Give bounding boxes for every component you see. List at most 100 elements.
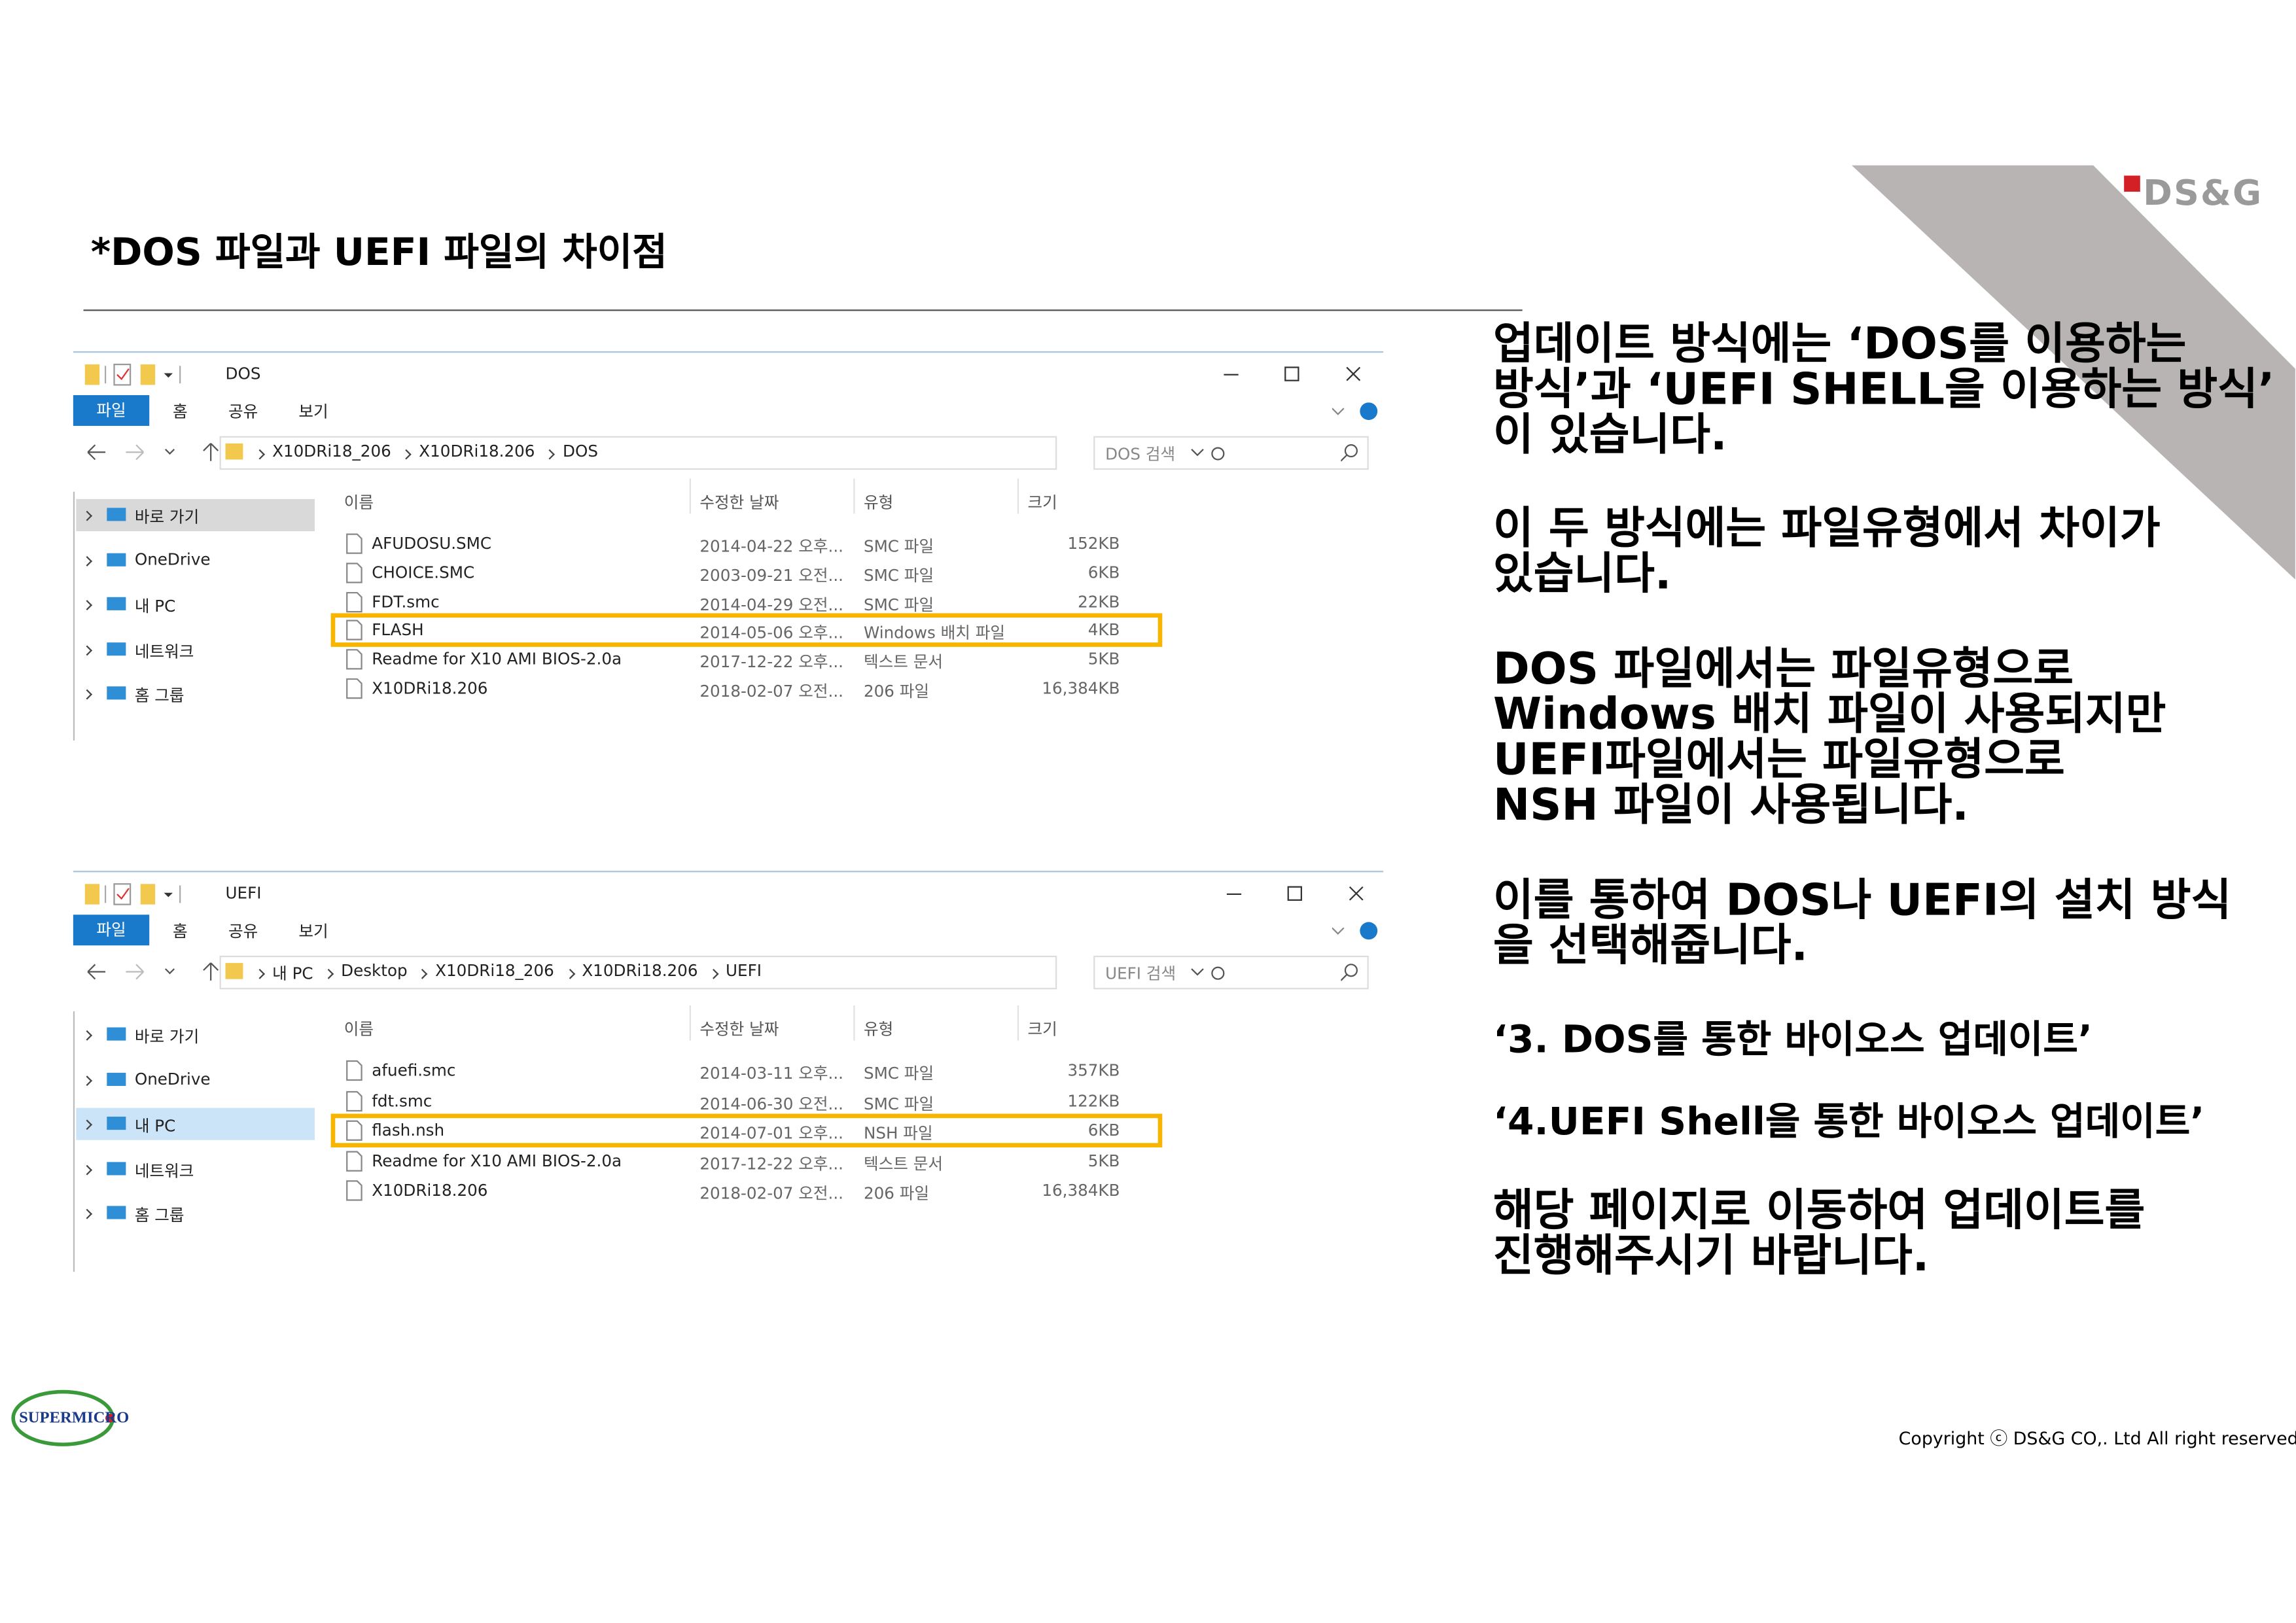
cell-size: 152KB <box>1067 534 1120 553</box>
icon <box>1224 366 1361 381</box>
ribbon-tab: 보기 <box>298 922 328 941</box>
icon <box>225 443 1225 461</box>
icon <box>225 963 1225 980</box>
text-line: 이 두 방식에는 파일유형에서 차이가 <box>1492 503 2161 555</box>
nav-chevron <box>82 600 93 610</box>
highlight-box <box>330 1113 1163 1148</box>
column-header: 수정한 날짜 <box>699 493 779 513</box>
cell: 2003-09-21 오전... <box>699 566 843 585</box>
column-header: 유형 <box>863 493 894 513</box>
window-title: UEFI <box>225 884 262 903</box>
paragraph: 이 두 방식에는 파일유형에서 차이가 있습니다. <box>1493 506 2161 597</box>
text-line: 업데이트 방식에는 ‘DOS를 이용하는 <box>1492 319 2187 371</box>
cell: FDT.smc <box>372 592 440 612</box>
text-line: ‘4.UEFI Shell을 통한 바이오스 업데이트’ <box>1492 1100 2205 1145</box>
cell: FLASH <box>372 621 424 640</box>
cell: 2014-05-06 오후... <box>699 623 843 644</box>
text-line: DOS 파일에서는 파일유형으로 <box>1492 644 2074 695</box>
cell-size: 122KB <box>1067 1091 1120 1111</box>
text-line: 방식’과 ‘UEFI SHELL을 이용하는 방식’ <box>1492 364 2275 416</box>
ribbon-tab: 파일 <box>73 915 150 946</box>
cell-size: 16,384KB <box>1042 1181 1120 1201</box>
cell: 206 파일 <box>863 682 930 701</box>
nav-chevron <box>82 689 93 700</box>
brand: SUPERMICRO <box>19 1409 130 1427</box>
cell: Readme for X10 AMI BIOS-2.0a <box>372 1151 622 1171</box>
icon <box>107 642 126 655</box>
icon <box>346 591 362 612</box>
cell: NSH 파일 <box>863 1124 933 1143</box>
icon <box>84 883 181 905</box>
icon <box>107 1072 126 1085</box>
nav-chevron <box>82 644 93 655</box>
cell: 2017-12-22 오후... <box>699 1154 843 1174</box>
cell: SMC 파일 <box>863 1094 934 1113</box>
search-placeholder: UEFI 검색 <box>1105 964 1176 984</box>
search-box <box>1093 955 1369 990</box>
cell: SMC 파일 <box>863 595 934 614</box>
cell: AFUDOSU.SMC <box>372 534 492 553</box>
search-placeholder: DOS 검색 <box>1105 445 1176 464</box>
ribbon-tab: 파일 <box>73 395 150 427</box>
paragraph: 해당 페이지로 이동하여 업데이트를 진행해주시기 바랍니다. <box>1493 1189 2145 1280</box>
paragraph: 이를 통하여 DOS나 UEFI의 설치 방식 을 선택해줍니다. <box>1493 878 2231 969</box>
paragraph: DOS 파일에서는 파일유형으로 Windows 배치 파일이 사용되지만 UEFI… <box>1493 647 2166 828</box>
cell-size: 6KB <box>1087 563 1120 582</box>
nav-item: 네트워크 <box>134 642 194 661</box>
column-header: 크기 <box>1027 1020 1057 1039</box>
address-box <box>219 955 1057 990</box>
brand-dot <box>105 1414 115 1423</box>
icon <box>346 649 362 670</box>
cell: 2017-12-22 오후... <box>699 653 843 672</box>
ribbon-tab: 보기 <box>298 402 328 422</box>
cell: SMC 파일 <box>863 1064 934 1083</box>
text-line: Windows 배치 파일이 사용되지만 <box>1492 689 2166 741</box>
icon <box>346 1120 362 1142</box>
text-line: 해당 페이지로 이동하여 업데이트를 <box>1492 1185 2146 1237</box>
pane-border <box>73 1011 75 1272</box>
cell: afuefi.smc <box>372 1060 456 1081</box>
path-segment: UEFI <box>726 961 762 981</box>
icon <box>346 562 362 584</box>
path-segment: X10DRi18_206 <box>272 442 391 461</box>
cell: 2014-04-22 오후... <box>699 537 843 557</box>
nav-item: 내 PC <box>134 1116 176 1136</box>
window-title: DOS <box>225 364 261 384</box>
icon <box>107 1116 126 1130</box>
text-line: 이를 통하여 DOS나 UEFI의 설치 방식 <box>1492 875 2232 927</box>
copyright: Copyright ⓒ DS&G CO,. Ltd All right rese… <box>1898 1428 2296 1449</box>
text-line: 이 있습니다. <box>1492 410 1727 461</box>
explorer-window: DOS 파일 홈 공유 보기 X10DRi18_206 X10DRi18.206 DOS DOS… <box>73 351 1384 741</box>
ribbon-tab: 홈 <box>172 922 188 941</box>
cell: 2014-06-30 오전... <box>699 1094 843 1113</box>
paragraph: 업데이트 방식에는 ‘DOS를 이용하는 방식’과 ‘UEFI SHELL을 이용… <box>1493 322 2274 458</box>
cell-size: 16,384KB <box>1042 679 1120 699</box>
column-divider <box>1017 1005 1019 1041</box>
cell-size: 6KB <box>1087 1121 1120 1141</box>
icon <box>1332 922 1378 940</box>
explorer-window: UEFI 파일 홈 공유 보기 내 PC Desktop X10DRi18_206 X10DRi… <box>73 871 1384 1272</box>
nav-item: 홈 그룹 <box>134 1206 185 1225</box>
column-divider <box>689 1005 691 1041</box>
cell-size: 5KB <box>1087 1151 1120 1171</box>
icon <box>107 1206 126 1219</box>
cell: 텍스트 문서 <box>863 1154 944 1174</box>
ribbon-tab: 공유 <box>228 922 258 941</box>
icon <box>107 686 126 700</box>
search-box <box>1093 436 1369 470</box>
icon <box>1226 886 1364 901</box>
text-line: 있습니다. <box>1492 548 1672 601</box>
cell-size: 4KB <box>1087 621 1120 640</box>
icon <box>346 1090 362 1111</box>
column-divider <box>853 1005 855 1041</box>
cell: 2014-03-11 오후... <box>699 1064 843 1083</box>
text-line: 진행해주시기 바랍니다. <box>1492 1230 1930 1282</box>
cell: flash.nsh <box>372 1121 445 1141</box>
icon <box>87 443 219 461</box>
icon <box>107 1161 126 1175</box>
icon <box>346 533 362 554</box>
column-divider <box>689 478 691 514</box>
cell: SMC 파일 <box>863 566 934 585</box>
paragraph: ‘3. DOS를 통한 바이오스 업데이트’ <box>1493 1019 2093 1064</box>
column-header: 수정한 날짜 <box>699 1020 779 1039</box>
